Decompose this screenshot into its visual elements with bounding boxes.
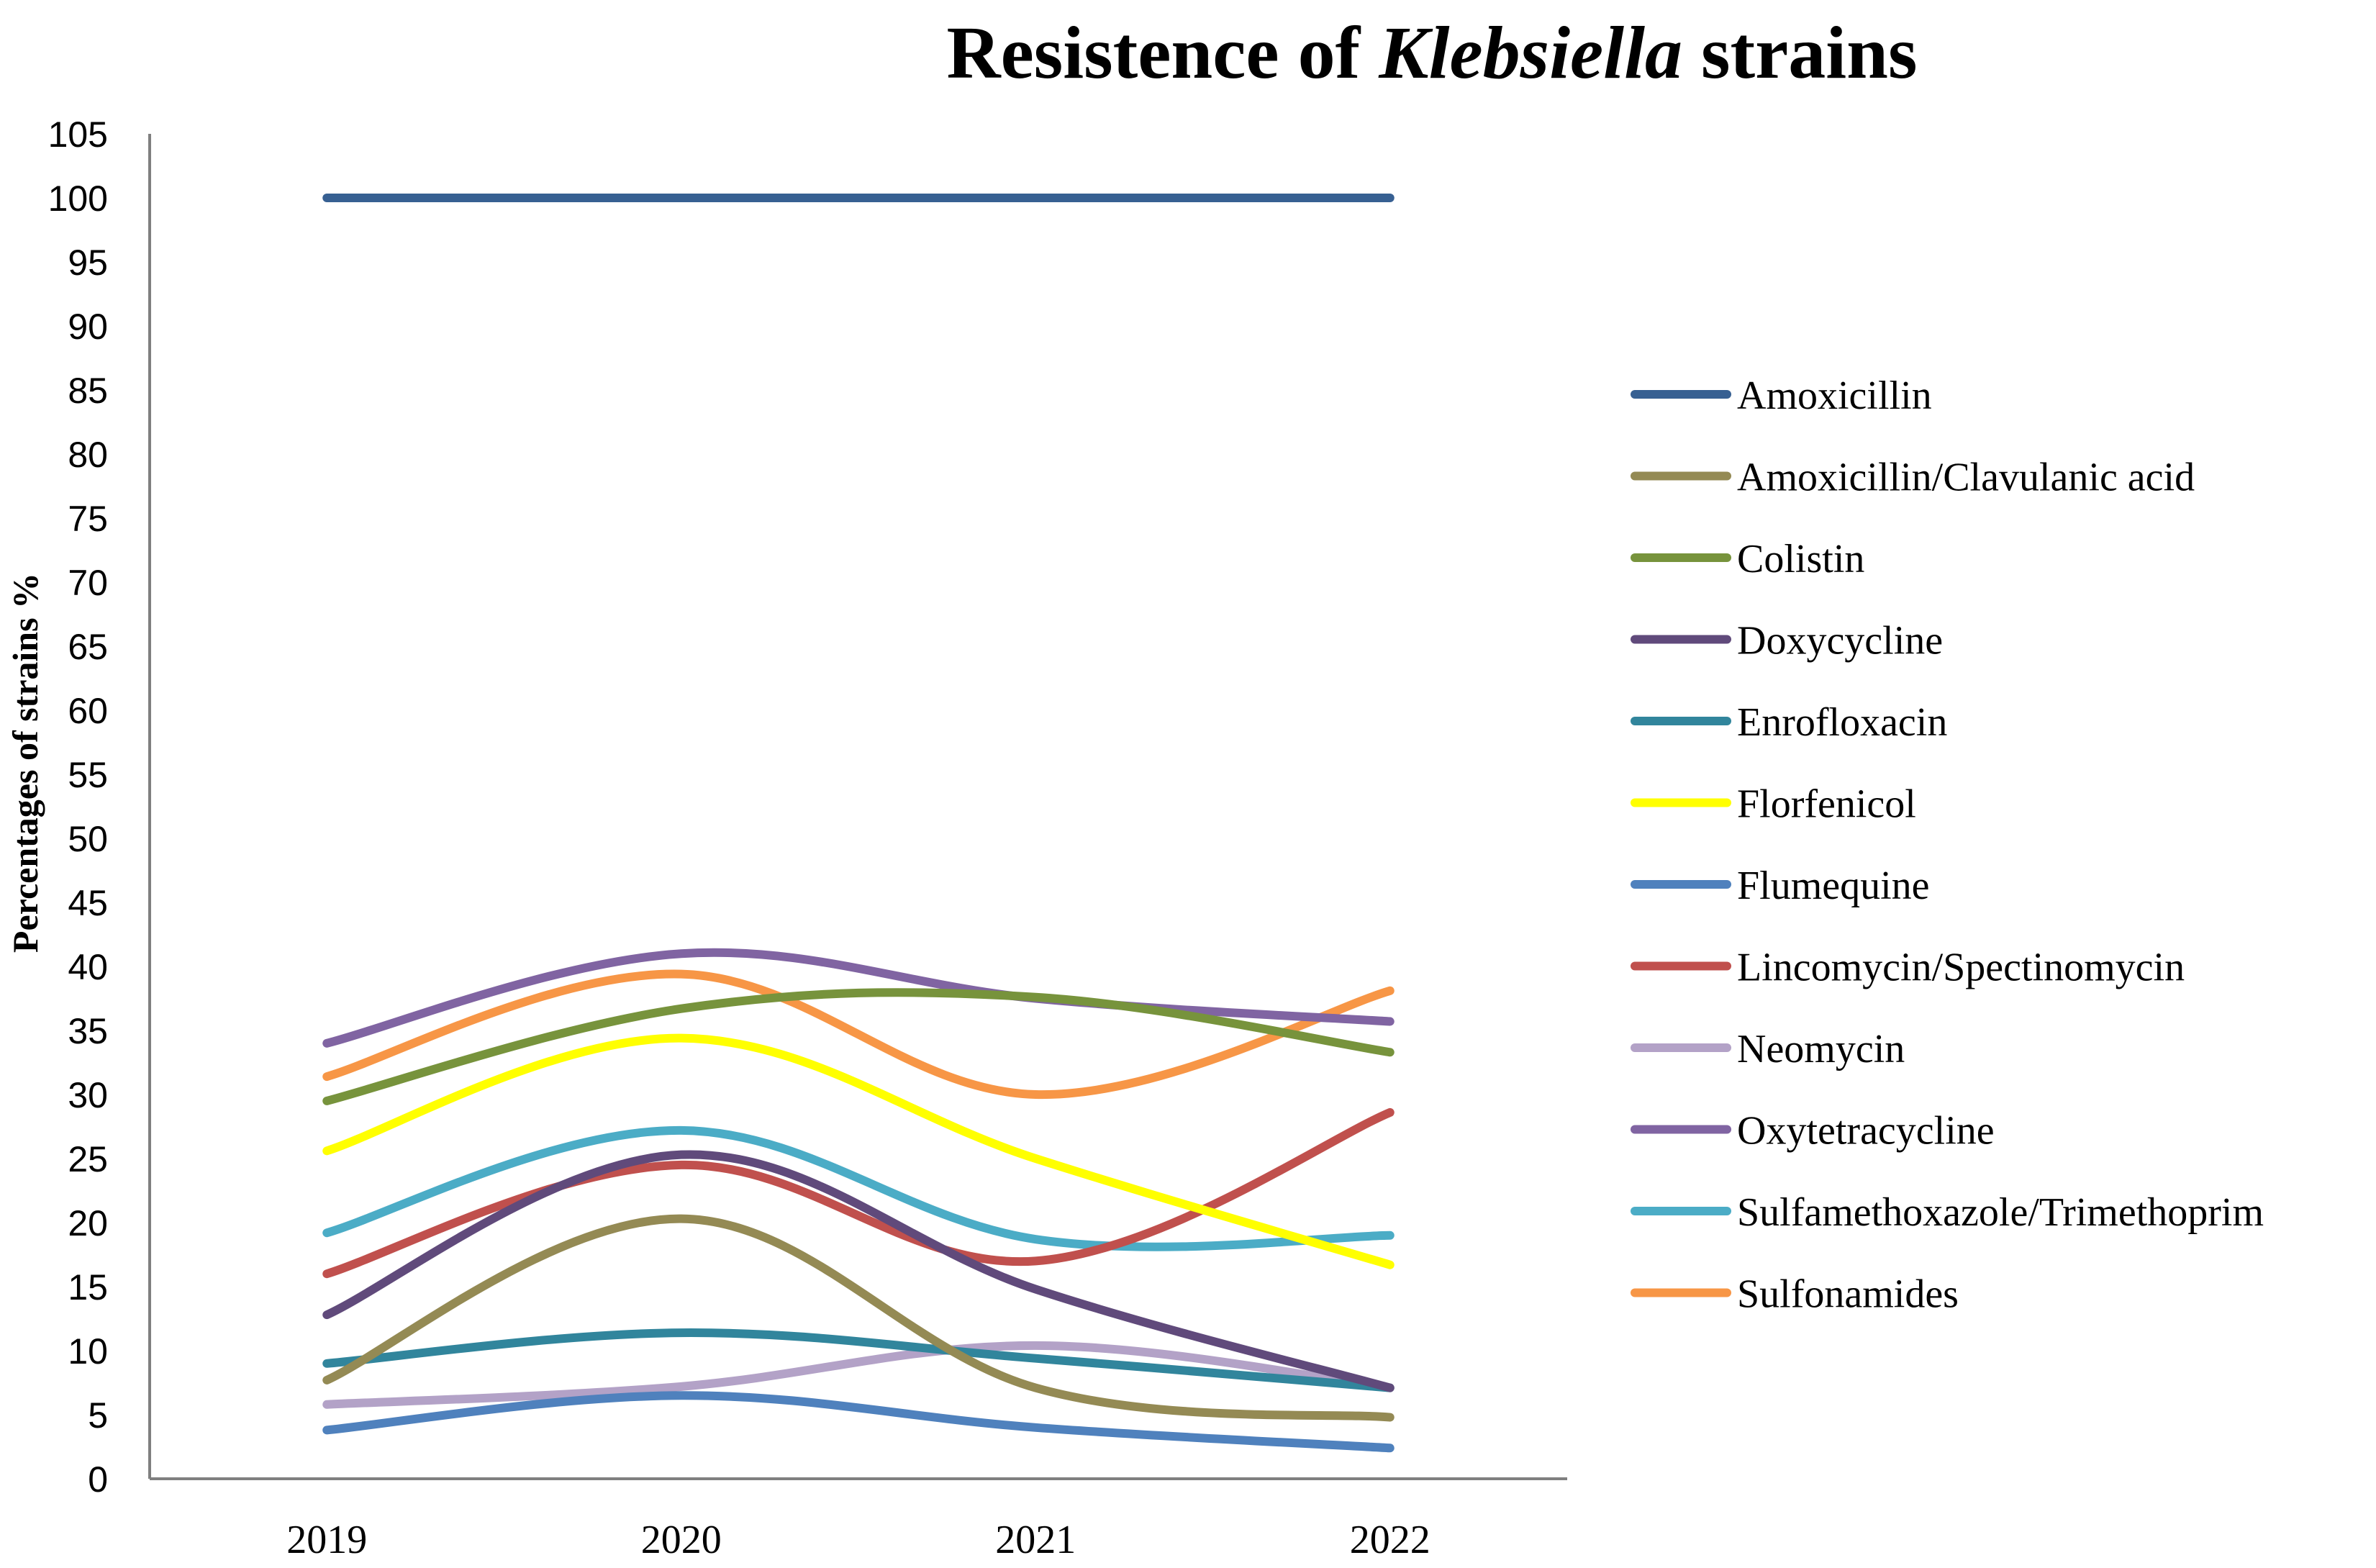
legend-label-doxycycline: Doxycycline — [1737, 619, 1943, 663]
chart-title: Resistence of Klebsiella strains — [947, 12, 1918, 94]
series-line-oxytetracycline — [322, 948, 1395, 1048]
y-tick-label: 0 — [88, 1459, 108, 1500]
y-tick-label: 30 — [68, 1075, 108, 1115]
y-axis-ticks: 0 5 10 15 20 25 30 35 40 45 50 55 60 65 70 75 80 85 90 95 10… — [48, 114, 108, 1500]
legend-label-sulfonamides: Sulfonamides — [1737, 1272, 1959, 1317]
x-tick-label: 2022 — [1350, 1518, 1430, 1562]
y-tick-label: 15 — [68, 1267, 108, 1308]
y-tick-label: 105 — [48, 114, 108, 155]
legend-label-oxytetracycline: Oxytetracycline — [1737, 1109, 1995, 1154]
legend-label-colistin: Colistin — [1737, 537, 1864, 581]
y-tick-label: 45 — [68, 883, 108, 923]
legend-label-amoxicillin-clavulanic-acid: Amoxicillin/Clavulanic acid — [1737, 456, 2195, 500]
y-tick-label: 20 — [68, 1203, 108, 1243]
series-line-flumequine — [322, 1391, 1395, 1453]
y-tick-label: 40 — [68, 947, 108, 987]
series-lines — [322, 193, 1395, 1453]
legend-label-flumequine: Flumequine — [1737, 864, 1930, 908]
y-tick-label: 100 — [48, 178, 108, 219]
y-tick-label: 10 — [68, 1331, 108, 1372]
series-line-colistin — [322, 988, 1395, 1105]
legend: Amoxicillin Amoxicillin/Clavulanic acid Co… — [1631, 373, 2264, 1317]
series-line-sulfonamides — [322, 969, 1395, 1100]
y-axis-label: Percentages of strains % — [5, 573, 45, 953]
y-tick-label: 80 — [68, 435, 108, 475]
y-tick-label: 75 — [68, 499, 108, 539]
legend-label-sulfamethoxazole-trimethoprim: Sulfamethoxazole/Trimethoprim — [1737, 1190, 2264, 1235]
y-tick-label: 5 — [88, 1395, 108, 1436]
x-tick-label: 2019 — [286, 1518, 367, 1562]
y-tick-label: 50 — [68, 819, 108, 859]
legend-label-lincomycin-spectinomycin: Lincomycin/Spectinomycin — [1737, 946, 2185, 990]
series-line-enrofloxacin — [322, 1328, 1395, 1392]
y-tick-label: 65 — [68, 627, 108, 667]
axes — [148, 134, 1567, 1480]
y-tick-label: 70 — [68, 563, 108, 603]
series-line-amoxicillin-clavulanic-acid — [322, 1214, 1395, 1422]
x-tick-label: 2021 — [995, 1518, 1076, 1562]
y-tick-label: 90 — [68, 307, 108, 347]
y-tick-label: 55 — [68, 755, 108, 795]
y-tick-label: 25 — [68, 1139, 108, 1179]
legend-label-enrofloxacin: Enrofloxacin — [1737, 700, 1947, 745]
y-tick-label: 60 — [68, 691, 108, 731]
series-line-neomycin — [322, 1341, 1395, 1409]
series-line-sulfamethoxazole-trimethoprim — [322, 1125, 1395, 1251]
y-tick-label: 95 — [68, 243, 108, 283]
y-tick-label: 85 — [68, 371, 108, 411]
series-line-florfenicol — [322, 1033, 1395, 1269]
y-tick-label: 35 — [68, 1011, 108, 1051]
x-axis-ticks: 2019 2020 2021 2022 — [286, 1518, 1430, 1562]
series-line-lincomycin-spectinomycin — [322, 1107, 1395, 1279]
legend-label-florfenicol: Florfenicol — [1737, 782, 1916, 827]
legend-label-neomycin: Neomycin — [1737, 1027, 1905, 1071]
x-tick-label: 2020 — [641, 1518, 722, 1562]
legend-label-amoxicillin: Amoxicillin — [1737, 373, 1932, 418]
series-line-doxycycline — [322, 1150, 1395, 1392]
